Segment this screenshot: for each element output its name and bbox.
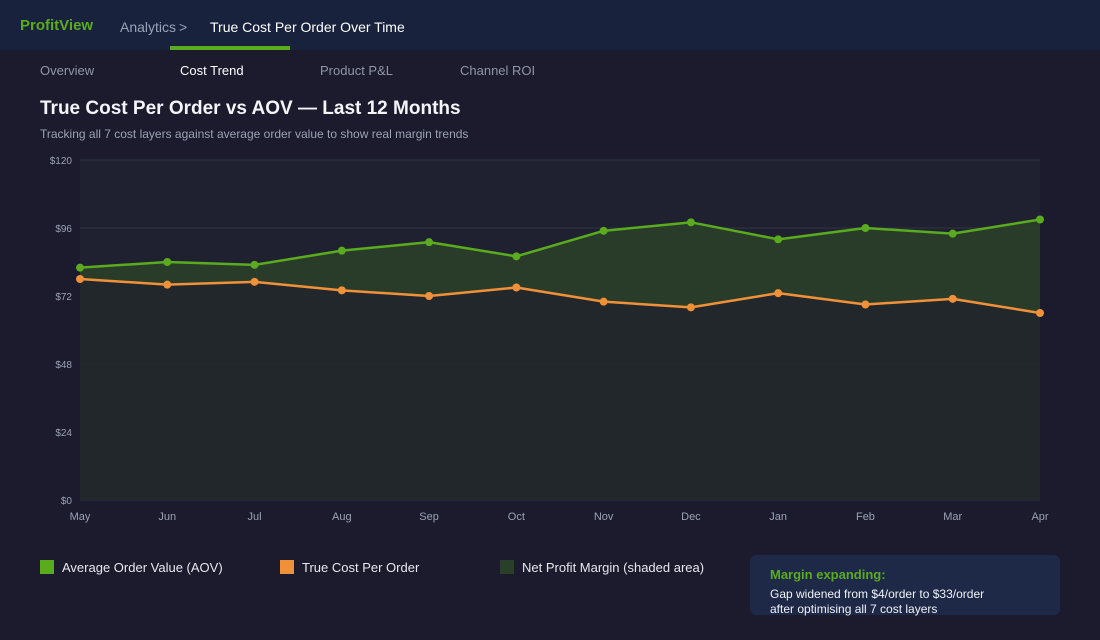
- aov-data-point: [948, 229, 957, 238]
- aov-data-point: [163, 258, 172, 266]
- cost-data-point: [774, 289, 783, 298]
- aov-data-point: [76, 263, 84, 272]
- aov-data-point: [337, 246, 346, 255]
- breadcrumb-separator: >: [179, 19, 188, 35]
- x-tick-label: Nov: [594, 511, 614, 523]
- y-tick-label: $96: [55, 224, 72, 235]
- legend-label-cost: True Cost Per Order: [302, 560, 420, 575]
- cost-data-point: [425, 292, 434, 300]
- top-navigation-bar: ProfitView Analytics > True Cost Per Ord…: [0, 0, 1100, 50]
- aov-data-point: [1036, 215, 1044, 224]
- cost-data-point: [76, 275, 84, 283]
- x-tick-label: Dec: [681, 511, 701, 523]
- aov-data-point: [774, 235, 783, 244]
- page-subtitle: Tracking all 7 cost layers against avera…: [40, 127, 469, 141]
- aov-data-point: [250, 260, 259, 269]
- cost-data-point: [599, 297, 608, 306]
- cost-trend-line-chart: $0 $24 $48 $72 $96 $120 May Jun Jul Aug Sep Oct Nov D…: [50, 156, 1049, 523]
- callout-title: Margin expanding:: [770, 567, 886, 582]
- tab-channel-roi[interactable]: Channel ROI: [460, 63, 536, 78]
- legend-swatch-margin: [500, 560, 514, 574]
- cost-data-point: [512, 283, 521, 292]
- cost-data-point: [1036, 309, 1044, 317]
- legend-label-margin: Net Profit Margin (shaded area): [522, 560, 705, 575]
- y-tick-label: $72: [55, 292, 72, 303]
- x-tick-label: Oct: [508, 511, 525, 523]
- breadcrumb-analytics[interactable]: Analytics: [120, 19, 177, 35]
- aov-data-point: [512, 252, 521, 261]
- active-page-indicator: [170, 46, 290, 50]
- x-tick-label: Apr: [1031, 511, 1048, 523]
- cost-series-line: [79, 277, 1041, 315]
- tab-cost-trend[interactable]: Cost Trend: [180, 63, 244, 78]
- cost-data-point: [861, 300, 870, 309]
- y-tick-label: $48: [55, 360, 72, 371]
- tab-product-pl[interactable]: Product P&L: [320, 63, 393, 78]
- aov-data-point: [686, 218, 695, 227]
- x-tick-label: May: [70, 511, 91, 523]
- x-tick-label: Jan: [769, 511, 787, 523]
- aov-data-point: [425, 238, 434, 247]
- tab-overview[interactable]: Overview: [40, 63, 95, 78]
- aov-data-point: [861, 224, 870, 232]
- x-tick-label: Mar: [943, 511, 962, 523]
- y-tick-label: $120: [50, 156, 73, 167]
- cost-data-point: [337, 286, 346, 295]
- breadcrumb-current-page: True Cost Per Order Over Time: [210, 19, 405, 35]
- callout-body: Gap widened from $4/order to $33/order a…: [770, 587, 985, 616]
- legend-swatch-aov: [40, 560, 54, 574]
- y-tick-label: $24: [55, 428, 72, 439]
- y-tick-label: $0: [61, 496, 73, 507]
- x-tick-label: Jul: [248, 511, 262, 523]
- cost-data-point: [686, 303, 695, 312]
- x-tick-label: Sep: [419, 511, 439, 523]
- x-tick-label: Aug: [332, 511, 352, 523]
- cost-data-point: [163, 280, 172, 289]
- aov-data-point: [599, 226, 608, 235]
- cost-area-fill: [80, 279, 1040, 500]
- legend-label-aov: Average Order Value (AOV): [62, 560, 223, 575]
- x-tick-label: Feb: [856, 511, 875, 523]
- page-title: True Cost Per Order vs AOV — Last 12 Mon…: [40, 98, 461, 119]
- insight-callout: Margin expanding: Gap widened from $4/or…: [750, 555, 1060, 616]
- cost-data-point: [948, 294, 957, 303]
- brand-logo[interactable]: ProfitView: [20, 17, 94, 34]
- cost-data-point: [250, 277, 259, 286]
- aov-series-line: [79, 218, 1041, 269]
- legend-swatch-cost: [280, 560, 294, 574]
- x-tick-label: Jun: [158, 511, 176, 523]
- net-profit-margin-area: [80, 219, 1040, 313]
